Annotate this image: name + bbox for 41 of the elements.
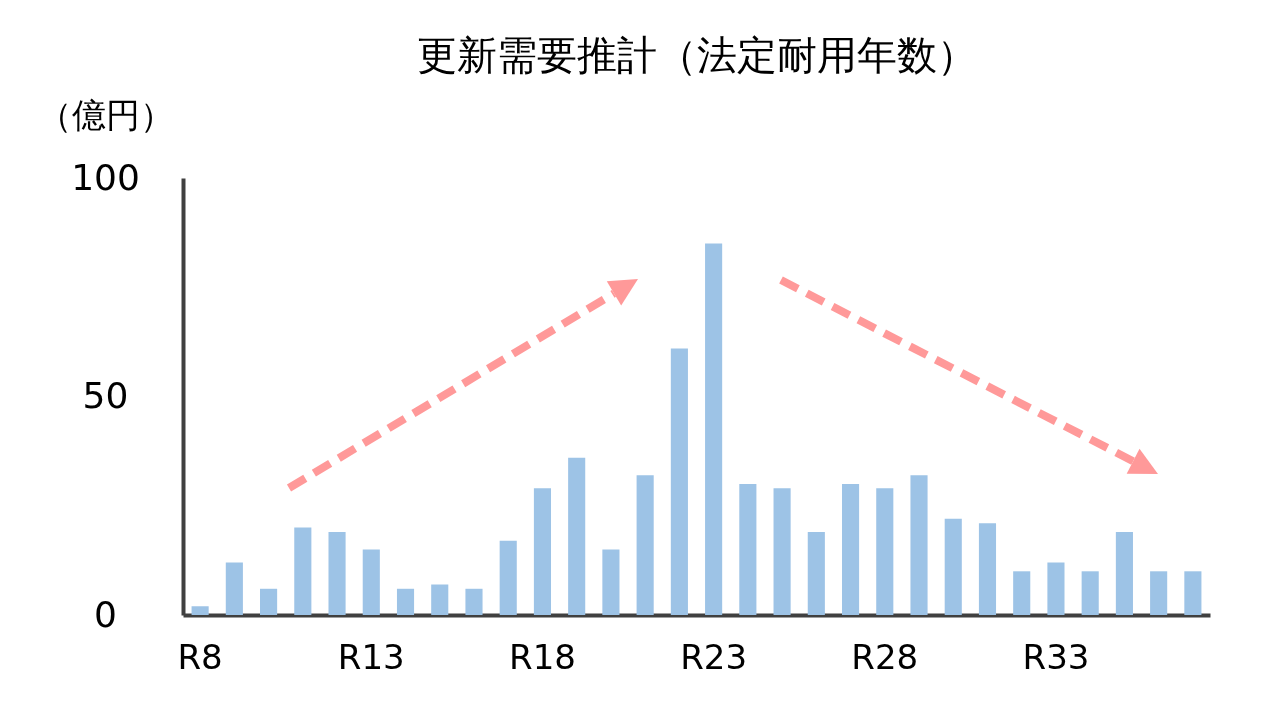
bar (1047, 562, 1065, 615)
bar (978, 523, 997, 615)
bar (294, 527, 312, 615)
bar (1115, 531, 1133, 615)
chart-title: 更新需要推計（法定耐用年数） (416, 32, 977, 78)
bar (841, 483, 860, 615)
bar (1013, 571, 1031, 615)
bar (773, 488, 791, 615)
x-tick-label: R18 (509, 636, 576, 677)
bar (602, 549, 620, 615)
bar (636, 475, 654, 615)
x-tick-label: R23 (680, 636, 748, 677)
bar (739, 483, 757, 615)
bar (807, 531, 825, 615)
y-axis-title: （億円） (37, 94, 174, 135)
bar (465, 588, 483, 615)
x-tick-label: R33 (1022, 636, 1090, 677)
bar (1184, 571, 1202, 615)
bar (362, 549, 380, 615)
bar (670, 348, 688, 615)
bar (1150, 571, 1168, 615)
bar (1081, 571, 1099, 615)
y-tick-label: 0 (94, 593, 117, 635)
bar (328, 531, 346, 615)
x-tick-label: R28 (851, 636, 919, 677)
bar (876, 488, 894, 615)
bar (944, 518, 962, 615)
bar (260, 588, 278, 615)
y-tick-label: 50 (82, 375, 129, 416)
bar (191, 606, 209, 615)
bar (910, 475, 928, 615)
bar (225, 562, 243, 615)
bar (431, 584, 449, 615)
bar (499, 540, 517, 615)
bar (568, 457, 586, 615)
bar (533, 488, 552, 615)
x-tick-label: R13 (337, 636, 405, 677)
x-tick-label: R8 (177, 636, 223, 677)
bar (705, 243, 723, 615)
bar (396, 588, 415, 615)
y-tick-label: 100 (71, 156, 140, 198)
